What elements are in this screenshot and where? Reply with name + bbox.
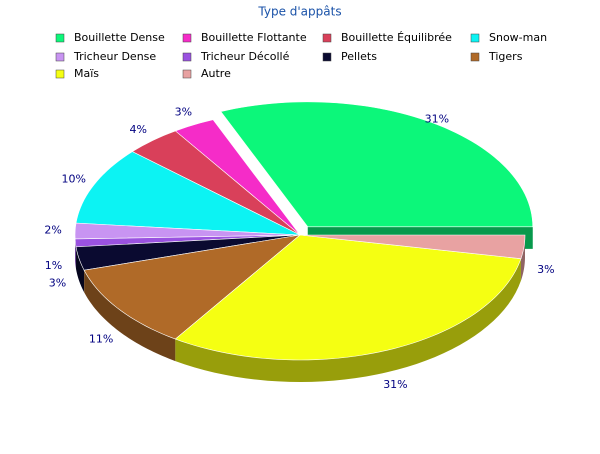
value-label: 31% [383,378,407,391]
legend-swatch [56,53,64,61]
value-label: 1% [45,259,62,272]
legend-label: Pellets [341,50,377,63]
value-label: 2% [44,224,61,237]
legend-swatch [183,53,191,61]
value-label: 3% [537,263,554,276]
legend-label: Tigers [488,50,523,63]
legend-swatch [183,70,191,78]
legend-swatch [183,34,191,42]
legend-swatch [56,70,64,78]
legend-swatch [323,53,331,61]
legend-label: Bouillette Équilibrée [341,31,452,44]
legend-label: Tricheur Dense [73,50,156,63]
legend-swatch [323,34,331,42]
value-label: 3% [49,276,66,289]
legend-swatch [471,34,479,42]
value-label: 10% [61,172,85,185]
legend-label: Tricheur Décollé [200,50,290,63]
value-label: 3% [175,105,192,118]
value-label: 11% [89,332,113,345]
legend-label: Maïs [74,67,99,80]
legend-label: Autre [201,67,231,80]
value-label: 4% [130,123,147,136]
chart-title: Type d'appâts [257,5,341,19]
legend-swatch [56,34,64,42]
legend-label: Bouillette Flottante [201,31,307,44]
legend-label: Bouillette Dense [74,31,165,44]
value-label: 31% [425,112,449,125]
legend-swatch [471,53,479,61]
legend-label: Snow-man [489,31,547,44]
